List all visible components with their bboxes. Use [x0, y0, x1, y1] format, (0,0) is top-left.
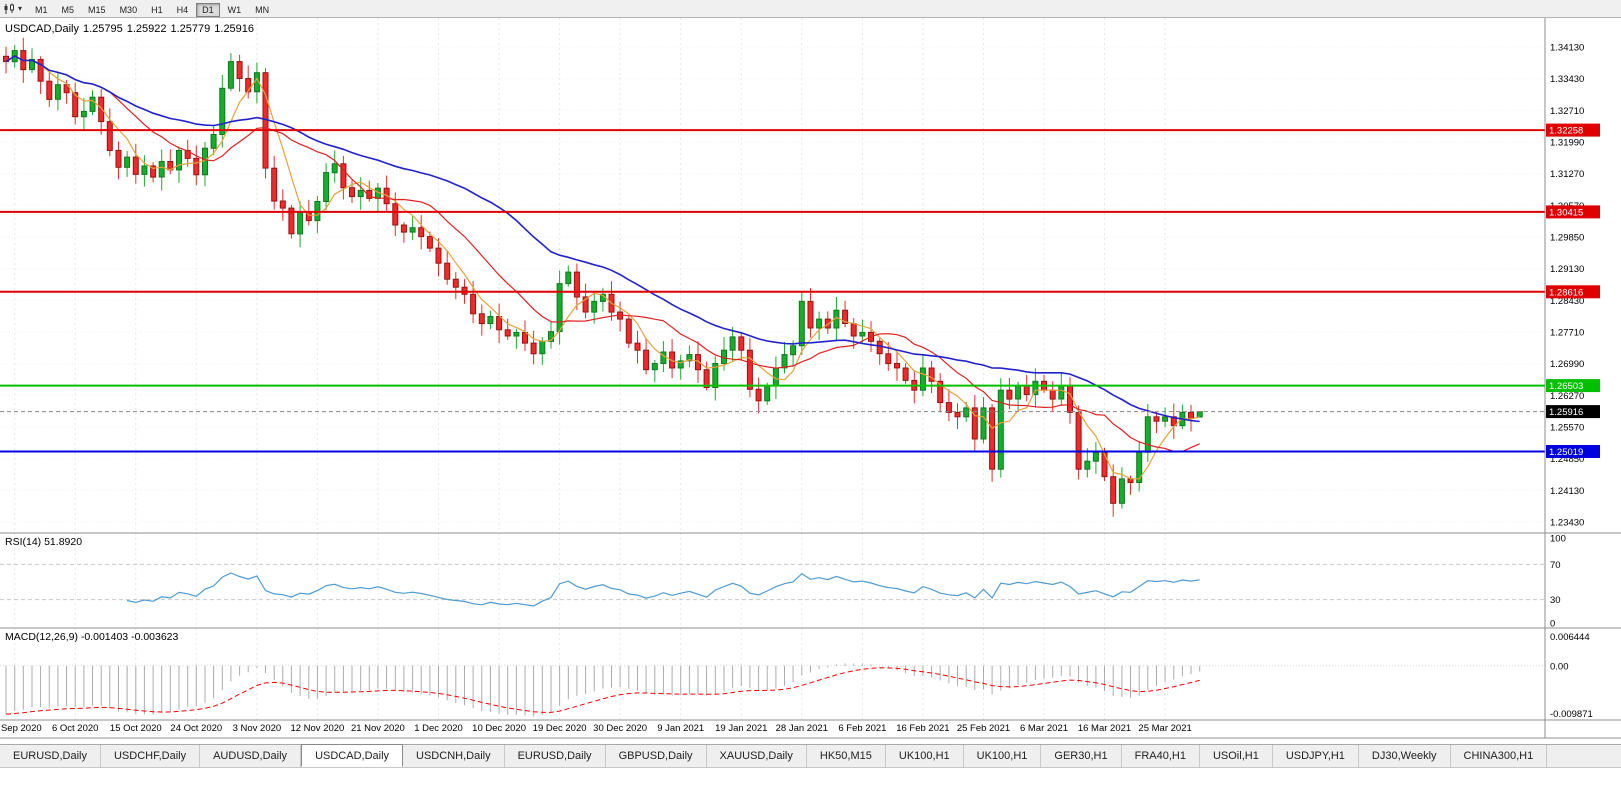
chart-tab-usdcad-daily[interactable]: USDCAD,Daily [301, 744, 404, 767]
chart-layers: 1.341301.334301.327101.319901.312701.305… [0, 17, 1621, 739]
svg-text:1.34130: 1.34130 [1550, 43, 1584, 54]
svg-text:1.24850: 1.24850 [1550, 454, 1584, 465]
svg-text:1.30415: 1.30415 [1549, 207, 1583, 218]
timeframe-button-w1[interactable]: W1 [227, 4, 242, 15]
svg-text:10 Dec 2020: 10 Dec 2020 [472, 723, 526, 734]
timeframe-button-m30[interactable]: M30 [119, 4, 138, 15]
svg-text:1.25019: 1.25019 [1549, 447, 1583, 458]
svg-text:25 Feb 2021: 25 Feb 2021 [957, 723, 1010, 734]
svg-text:9 Jan 2021: 9 Jan 2021 [657, 723, 704, 734]
macd-signal-line [5, 667, 1200, 715]
svg-text:30: 30 [1550, 595, 1561, 606]
svg-text:15 Oct 2020: 15 Oct 2020 [110, 723, 162, 734]
svg-text:25 Mar 2021: 25 Mar 2021 [1138, 723, 1191, 734]
svg-text:70: 70 [1550, 560, 1561, 571]
timeframes-toolbar: ▾ M1 M5 M15 M30 H1 H4 D1 W1 MN [0, 0, 1621, 18]
svg-text:1.29850: 1.29850 [1550, 233, 1584, 244]
svg-text:26 Sep 2020: 26 Sep 2020 [0, 723, 42, 734]
svg-text:1.31270: 1.31270 [1550, 169, 1584, 180]
svg-text:28 Jan 2021: 28 Jan 2021 [776, 723, 828, 734]
timeframe-button-mn[interactable]: MN [255, 4, 270, 15]
price-chart-canvas[interactable]: 1.341301.334301.327101.319901.312701.305… [0, 0, 1621, 742]
rsi-indicator-label: RSI(14) 51.8920 [5, 536, 83, 548]
ohlc-close: 1.25916 [214, 23, 255, 35]
svg-text:24 Oct 2020: 24 Oct 2020 [170, 723, 222, 734]
ohlc-open: 1.25795 [82, 23, 123, 35]
svg-text:1.32258: 1.32258 [1549, 126, 1583, 137]
svg-text:1.31990: 1.31990 [1550, 138, 1584, 149]
symbol-ohlc-label: USDCAD,Daily 1.25795 1.25922 1.25779 1.25916 [5, 23, 258, 35]
chart-tab-eurusd-daily[interactable]: EURUSD,Daily [0, 745, 101, 767]
symbol-name: USDCAD,Daily [5, 23, 79, 35]
chart-tab-hk50-m15[interactable]: HK50,M15 [807, 745, 886, 767]
candlestick-chart-icon-svg [4, 3, 14, 14]
chart-tab-uk100-h1[interactable]: UK100,H1 [964, 745, 1042, 767]
svg-text:16 Feb 2021: 16 Feb 2021 [896, 723, 949, 734]
rsi-line [126, 572, 1200, 607]
svg-text:100: 100 [1550, 534, 1566, 545]
chart-tab-usoil-h1[interactable]: USOil,H1 [1200, 745, 1273, 767]
svg-text:1.26990: 1.26990 [1550, 359, 1584, 370]
chart-tab-eurusd-daily[interactable]: EURUSD,Daily [505, 745, 606, 767]
chart-tab-ger30-h1[interactable]: GER30,H1 [1041, 745, 1122, 767]
svg-text:1.33430: 1.33430 [1550, 74, 1584, 85]
svg-text:21 Nov 2020: 21 Nov 2020 [351, 723, 405, 734]
svg-text:1.28430: 1.28430 [1550, 296, 1584, 307]
macd-indicator-label: MACD(12,26,9) -0.001403 -0.003623 [5, 631, 179, 643]
svg-text:12 Nov 2020: 12 Nov 2020 [290, 723, 344, 734]
moving-average-13 [5, 55, 1200, 453]
ohlc-low: 1.25779 [170, 23, 211, 35]
chart-tab-usdcnh-daily[interactable]: USDCNH,Daily [403, 745, 505, 767]
timeframe-button-d1[interactable]: D1 [196, 2, 220, 17]
chart-tab-uk100-h1[interactable]: UK100,H1 [886, 745, 964, 767]
svg-text:1.29130: 1.29130 [1550, 264, 1584, 275]
svg-text:6 Mar 2021: 6 Mar 2021 [1020, 723, 1068, 734]
chart-tab-gbpusd-daily[interactable]: GBPUSD,Daily [606, 745, 707, 767]
timeframe-button-m5[interactable]: M5 [61, 4, 75, 15]
svg-text:0: 0 [1550, 619, 1555, 630]
moving-average-34 [5, 55, 1200, 423]
chart-tab-audusd-daily[interactable]: AUDUSD,Daily [200, 745, 302, 767]
dropdown-caret-icon[interactable]: ▾ [18, 4, 23, 13]
chart-tab-usdjpy-h1[interactable]: USDJPY,H1 [1273, 745, 1359, 767]
chart-tab-dj30-weekly[interactable]: DJ30,Weekly [1359, 745, 1451, 767]
ohlc-high: 1.25922 [126, 23, 167, 35]
svg-text:16 Mar 2021: 16 Mar 2021 [1078, 723, 1131, 734]
timeframe-buttons-group: M1 M5 M15 M30 H1 H4 D1 W1 MN [28, 0, 276, 18]
candles-layer [3, 37, 1203, 517]
svg-text:1.28616: 1.28616 [1549, 287, 1583, 298]
svg-text:3 Nov 2020: 3 Nov 2020 [233, 723, 282, 734]
svg-text:1.26503: 1.26503 [1549, 381, 1583, 392]
svg-text:0.00: 0.00 [1550, 661, 1569, 672]
timeframe-button-h4[interactable]: H4 [176, 4, 189, 15]
chart-tab-usdchf-daily[interactable]: USDCHF,Daily [101, 745, 201, 767]
svg-text:19 Jan 2021: 19 Jan 2021 [715, 723, 767, 734]
svg-text:6 Feb 2021: 6 Feb 2021 [838, 723, 886, 734]
candlestick-chart-icon[interactable] [3, 3, 16, 15]
svg-text:-0.009871: -0.009871 [1550, 709, 1593, 720]
timeframe-button-m15[interactable]: M15 [88, 4, 106, 15]
timeframe-button-h1[interactable]: H1 [151, 4, 163, 15]
chart-tab-xauusd-daily[interactable]: XAUUSD,Daily [707, 745, 807, 767]
svg-text:1.24130: 1.24130 [1550, 486, 1584, 497]
svg-text:1 Dec 2020: 1 Dec 2020 [414, 723, 463, 734]
svg-text:0.006444: 0.006444 [1550, 632, 1590, 643]
svg-text:30 Dec 2020: 30 Dec 2020 [593, 723, 647, 734]
chart-tabs-bar: EURUSD,Daily USDCHF,Daily AUDUSD,Daily USDC… [0, 744, 1621, 768]
svg-text:1.27710: 1.27710 [1550, 328, 1584, 339]
svg-text:6 Oct 2020: 6 Oct 2020 [52, 723, 98, 734]
timeframe-button-m1[interactable]: M1 [35, 4, 48, 15]
svg-text:1.23430: 1.23430 [1550, 518, 1584, 529]
svg-text:1.25916: 1.25916 [1549, 407, 1583, 418]
svg-text:1.26270: 1.26270 [1550, 391, 1584, 402]
chart-tab-fra40-h1[interactable]: FRA40,H1 [1122, 745, 1200, 767]
svg-text:1.32710: 1.32710 [1550, 106, 1584, 117]
chart-tab-china300-h1[interactable]: CHINA300,H1 [1451, 745, 1548, 767]
svg-text:19 Dec 2020: 19 Dec 2020 [533, 723, 587, 734]
svg-text:1.25570: 1.25570 [1550, 423, 1584, 434]
